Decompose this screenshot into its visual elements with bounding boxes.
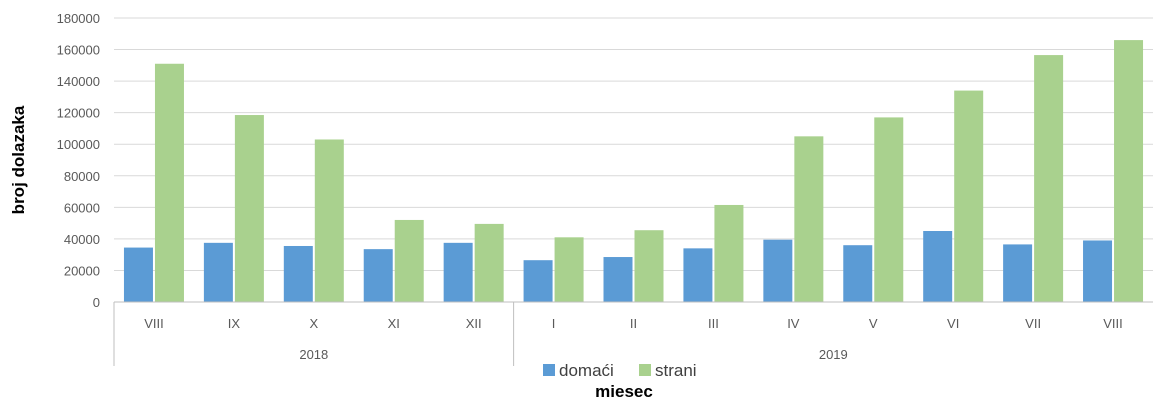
bar-strani-III-7	[714, 204, 744, 302]
x-tick-label-5: I	[552, 316, 556, 331]
x-tick-label-10: VI	[947, 316, 959, 331]
y-tick-label-1: 20000	[64, 263, 100, 278]
bar-strani-V-9	[874, 117, 904, 303]
bar-strani-X-2	[314, 139, 344, 302]
bar-domaći-VI-10	[923, 231, 953, 302]
bar-strani-VII-11	[1034, 55, 1064, 303]
bar-strani-XI-3	[394, 219, 424, 302]
y-tick-label-3: 60000	[64, 200, 100, 215]
x-tick-label-12: VIII	[1103, 316, 1123, 331]
x-tick-label-0: VIII	[144, 316, 164, 331]
x-tick-label-3: XI	[388, 316, 400, 331]
bar-strani-VI-10	[954, 90, 984, 302]
legend: domaći strani	[543, 361, 697, 380]
bar-domaći-XI-3	[363, 249, 393, 302]
gridlines	[114, 17, 1153, 303]
x-tick-label-7: III	[708, 316, 719, 331]
bar-strani-I-5	[554, 237, 584, 302]
bar-domaći-XII-4	[443, 242, 473, 302]
bar-strani-VIII-12	[1114, 40, 1144, 302]
bar-domaći-VIII-12	[1083, 240, 1113, 302]
y-tick-label-4: 80000	[64, 169, 100, 184]
bar-strani-IX-1	[234, 115, 264, 303]
x-tick-label-4: XII	[466, 316, 482, 331]
legend-swatch-strani	[639, 364, 651, 376]
y-tick-label-5: 100000	[57, 137, 100, 152]
bar-domaći-VII-11	[1003, 244, 1033, 302]
y-tick-label-7: 140000	[57, 74, 100, 89]
bar-strani-II-6	[634, 230, 664, 302]
y-tick-label-0: 0	[93, 295, 100, 310]
x-tick-label-1: IX	[228, 316, 241, 331]
bar-strani-XII-4	[474, 223, 504, 302]
y-axis-tick-labels: 0 20000 40000 60000 80000 100000 120000 140000 1…	[57, 11, 100, 310]
bar-domaći-X-2	[283, 245, 313, 302]
legend-swatch-domaći	[543, 364, 555, 376]
x-tick-label-6: II	[630, 316, 637, 331]
group-label-1: 2019	[819, 347, 848, 362]
y-tick-label-6: 120000	[57, 106, 100, 121]
bar-domaći-VIII-0	[123, 247, 153, 302]
y-tick-label-2: 40000	[64, 232, 100, 247]
bar-strani-VIII-0	[154, 63, 184, 302]
group-label-0: 2018	[299, 347, 328, 362]
bar-domaći-III-7	[683, 248, 713, 302]
bar-domaći-II-6	[603, 257, 633, 302]
x-axis-label: miesec	[595, 382, 653, 398]
y-tick-label-9: 180000	[57, 11, 100, 26]
x-tick-label-9: V	[869, 316, 878, 331]
x-tick-label-2: X	[309, 316, 318, 331]
bar-domaći-IV-8	[763, 239, 793, 302]
legend-label-domaći: domaći	[559, 361, 614, 380]
y-tick-label-8: 160000	[57, 43, 100, 58]
bar-domaći-I-5	[523, 260, 553, 302]
y-axis-label: broj dolazaka	[9, 105, 28, 214]
bar-domaći-IX-1	[203, 242, 233, 302]
x-tick-label-11: VII	[1025, 316, 1041, 331]
bar-strani-IV-8	[794, 136, 824, 302]
bar-domaći-V-9	[843, 245, 873, 302]
bars	[123, 40, 1144, 303]
legend-label-strani: strani	[655, 361, 697, 380]
x-tick-label-8: IV	[787, 316, 800, 331]
